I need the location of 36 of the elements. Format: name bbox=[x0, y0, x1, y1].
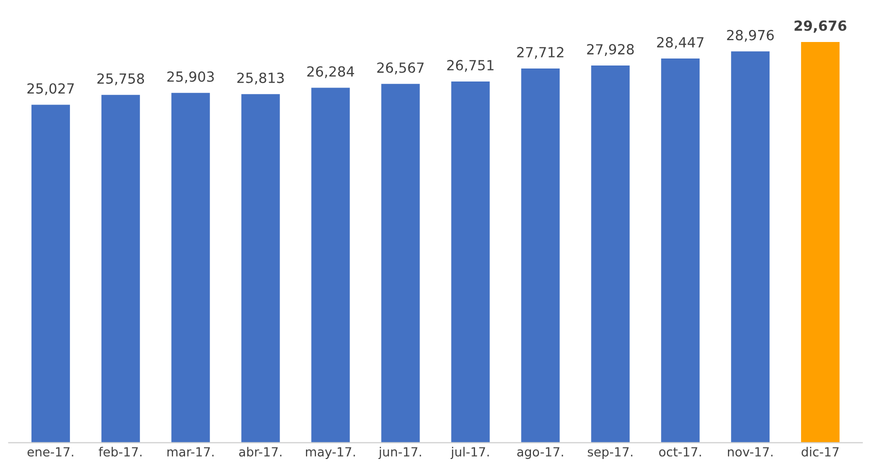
x-tick-label: nov-17. bbox=[728, 447, 773, 457]
bar bbox=[661, 58, 700, 443]
x-tick-label: jul-17. bbox=[450, 446, 489, 459]
bar bbox=[731, 51, 770, 443]
x-tick-label: dic-17 bbox=[802, 446, 839, 457]
x-tick-label: ene-17. bbox=[28, 447, 74, 457]
x-tick-label: sep-17. bbox=[588, 447, 632, 459]
data-label: 25,758 bbox=[97, 73, 144, 86]
bar bbox=[101, 94, 140, 443]
x-tick-label: mar-17. bbox=[167, 447, 214, 457]
bar bbox=[311, 88, 350, 443]
data-label: 25,813 bbox=[237, 72, 284, 84]
bar bbox=[241, 94, 280, 443]
data-label: 25,027 bbox=[27, 83, 74, 96]
data-label: 29,676 bbox=[794, 20, 846, 33]
x-tick-label: feb-17. bbox=[98, 446, 142, 457]
data-label: 26,751 bbox=[447, 60, 494, 72]
x-tick-label: abr-17. bbox=[239, 446, 282, 457]
x-tick-label: jun-17. bbox=[378, 446, 422, 459]
bar bbox=[31, 104, 70, 443]
data-label: 27,712 bbox=[517, 46, 564, 59]
bar bbox=[381, 84, 420, 443]
data-label: 28,976 bbox=[727, 30, 774, 42]
data-label: 27,928 bbox=[587, 44, 634, 56]
x-tick-label: oct-17. bbox=[659, 447, 701, 457]
bar bbox=[171, 92, 210, 443]
data-label: 26,284 bbox=[307, 66, 354, 78]
bar bbox=[801, 42, 840, 443]
bar bbox=[591, 66, 630, 443]
data-label: 26,567 bbox=[377, 62, 424, 74]
x-tick-label: may-17. bbox=[306, 447, 355, 459]
data-label: 28,447 bbox=[657, 37, 704, 49]
bar bbox=[521, 68, 560, 443]
bar bbox=[451, 81, 490, 443]
data-label: 25,903 bbox=[167, 71, 214, 84]
x-tick-label: ago-17. bbox=[517, 447, 564, 459]
